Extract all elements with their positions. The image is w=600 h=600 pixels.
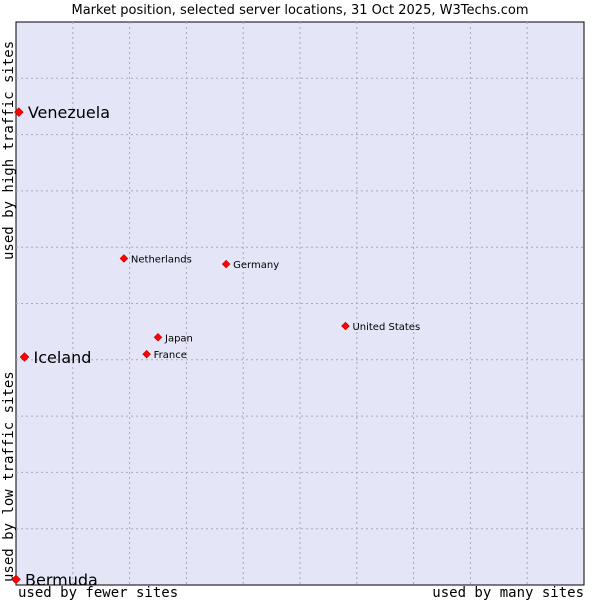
point-label-netherlands: Netherlands <box>131 254 192 265</box>
point-united-states <box>341 321 350 331</box>
point-iceland <box>19 352 30 362</box>
y-axis-label-bottom: used by low traffic sites <box>1 371 17 582</box>
point-label-bermuda: Bermuda <box>25 570 98 589</box>
y-axis-label-top: used by high traffic sites <box>1 41 17 260</box>
point-label-france: France <box>154 350 187 361</box>
point-label-iceland: Iceland <box>34 348 92 367</box>
point-label-germany: Germany <box>233 260 279 271</box>
point-venezuela <box>13 107 24 117</box>
x-axis-label-left: used by fewer sites <box>18 585 178 600</box>
x-axis-label-right: used by many sites <box>432 585 584 600</box>
point-france <box>142 349 151 359</box>
point-bermuda <box>11 574 21 585</box>
point-label-venezuela: Venezuela <box>28 103 110 122</box>
point-label-united-states: United States <box>352 322 420 333</box>
data-points: Venezuela Netherlands Germany United States… <box>11 103 420 589</box>
point-japan <box>153 332 163 342</box>
point-netherlands <box>119 254 129 263</box>
point-label-japan: Japan <box>164 333 193 344</box>
point-germany <box>221 259 231 269</box>
chart-title: Market position, selected server locatio… <box>71 3 528 18</box>
grid-lines <box>16 22 584 585</box>
